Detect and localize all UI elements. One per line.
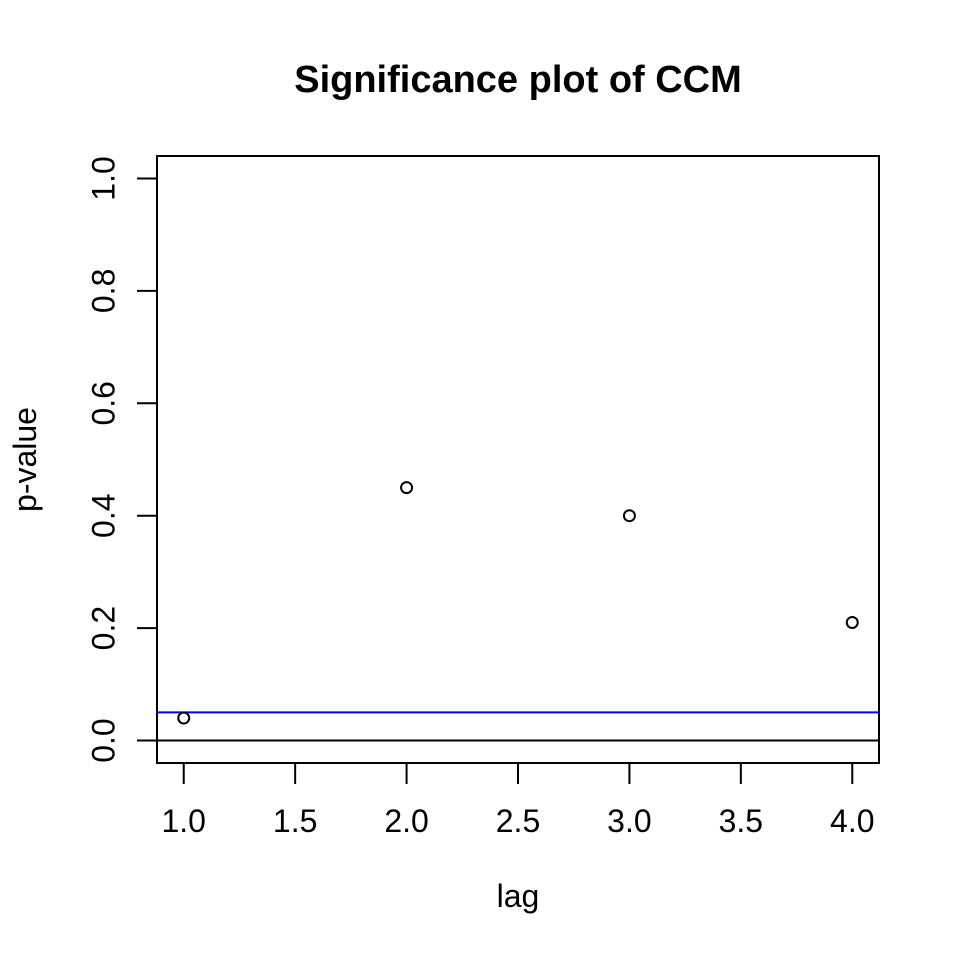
x-tick-label: 2.5 — [496, 803, 540, 839]
plot-box — [156, 155, 880, 764]
x-tick-label: 1.0 — [161, 803, 205, 839]
data-point — [845, 615, 859, 629]
plot-frame — [156, 155, 880, 764]
data-point — [622, 509, 636, 523]
y-tick-label: 0.0 — [86, 718, 122, 762]
x-tick-label: 3.0 — [607, 803, 651, 839]
y-axis-label: p-value — [7, 407, 43, 512]
y-tick-label: 0.6 — [86, 381, 122, 425]
data-point — [400, 481, 414, 495]
y-tick-label: 1.0 — [86, 156, 122, 200]
x-axis-label: lag — [497, 878, 540, 914]
y-tick-label: 0.4 — [86, 493, 122, 537]
x-tick-label: 2.0 — [384, 803, 428, 839]
x-tick-label: 4.0 — [830, 803, 874, 839]
y-tick-label: 0.2 — [86, 606, 122, 650]
y-axis-ticks: 0.0 0.2 0.4 0.6 0.8 1.0 — [86, 156, 157, 763]
x-axis-ticks: 1.0 1.5 2.0 2.5 3.0 3.5 4.0 — [161, 763, 875, 839]
data-point — [177, 711, 191, 725]
x-tick-label: 3.5 — [719, 803, 763, 839]
data-points — [177, 481, 859, 725]
x-tick-label: 1.5 — [273, 803, 317, 839]
chart-title: Significance plot of CCM — [294, 59, 742, 101]
reference-lines — [157, 711, 879, 742]
y-tick-label: 0.8 — [86, 269, 122, 313]
